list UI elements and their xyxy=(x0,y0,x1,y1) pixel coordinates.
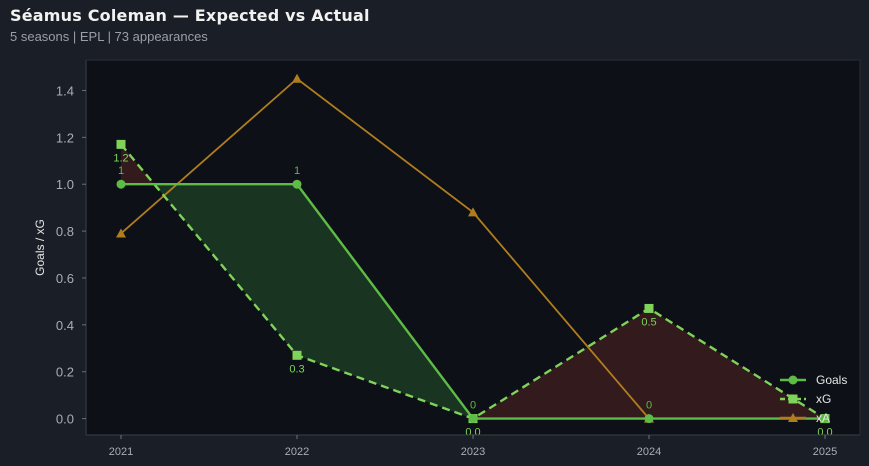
y-axis-label: Goals / xG xyxy=(33,219,47,276)
xa-point xyxy=(116,228,126,238)
xg-data-label: 0.0 xyxy=(465,427,480,439)
legend-marker xyxy=(788,394,798,404)
x-tick-label: 2024 xyxy=(637,446,661,458)
xg-point xyxy=(116,139,126,149)
legend-label: xA xyxy=(816,411,830,425)
xa-point xyxy=(292,73,302,83)
x-tick-label: 2022 xyxy=(285,446,309,458)
x-tick-label: 2025 xyxy=(813,446,837,458)
goals-data-label: 0 xyxy=(470,400,476,412)
x-tick-label: 2021 xyxy=(109,446,133,458)
chart-subtitle: 5 seasons | EPL | 73 appearances xyxy=(10,29,208,44)
underperformance-area xyxy=(121,144,155,185)
xg-point xyxy=(644,303,654,313)
y-tick-label: 0.4 xyxy=(56,318,74,333)
goals-data-label: 1 xyxy=(118,165,124,177)
y-tick-label: 1.0 xyxy=(56,177,74,192)
xg-point xyxy=(292,350,302,360)
legend: Goals xG xA xyxy=(780,373,847,425)
legend-label: xG xyxy=(816,392,831,406)
chart-header: Séamus Coleman — Expected vs Actual 5 se… xyxy=(10,6,370,44)
xg-data-label: 0.0 xyxy=(817,427,832,439)
goals-data-label: 1 xyxy=(294,165,300,177)
goals-point xyxy=(820,414,830,424)
goals-point xyxy=(644,414,654,424)
y-tick-label: 1.4 xyxy=(56,83,74,98)
chart-title: Séamus Coleman — Expected vs Actual xyxy=(10,6,370,25)
xg-data-label: 0.5 xyxy=(641,316,656,328)
goals-point xyxy=(468,414,478,424)
xg-data-label: 1.2 xyxy=(113,152,128,164)
y-tick-label: 0.0 xyxy=(56,412,74,427)
goals-point xyxy=(292,179,302,189)
y-tick-label: 0.2 xyxy=(56,365,74,380)
y-tick-label: 0.8 xyxy=(56,224,74,239)
xg-data-label: 0.3 xyxy=(289,363,304,375)
legend-marker xyxy=(788,413,798,422)
xa-point xyxy=(468,207,478,217)
goals-point xyxy=(116,179,126,189)
legend-label: Goals xyxy=(816,373,847,387)
goals-data-label: 0 xyxy=(646,400,652,412)
legend-marker xyxy=(788,375,798,385)
y-tick-label: 0.6 xyxy=(56,271,74,286)
y-tick-label: 1.2 xyxy=(56,130,74,145)
x-tick-label: 2023 xyxy=(461,446,485,458)
